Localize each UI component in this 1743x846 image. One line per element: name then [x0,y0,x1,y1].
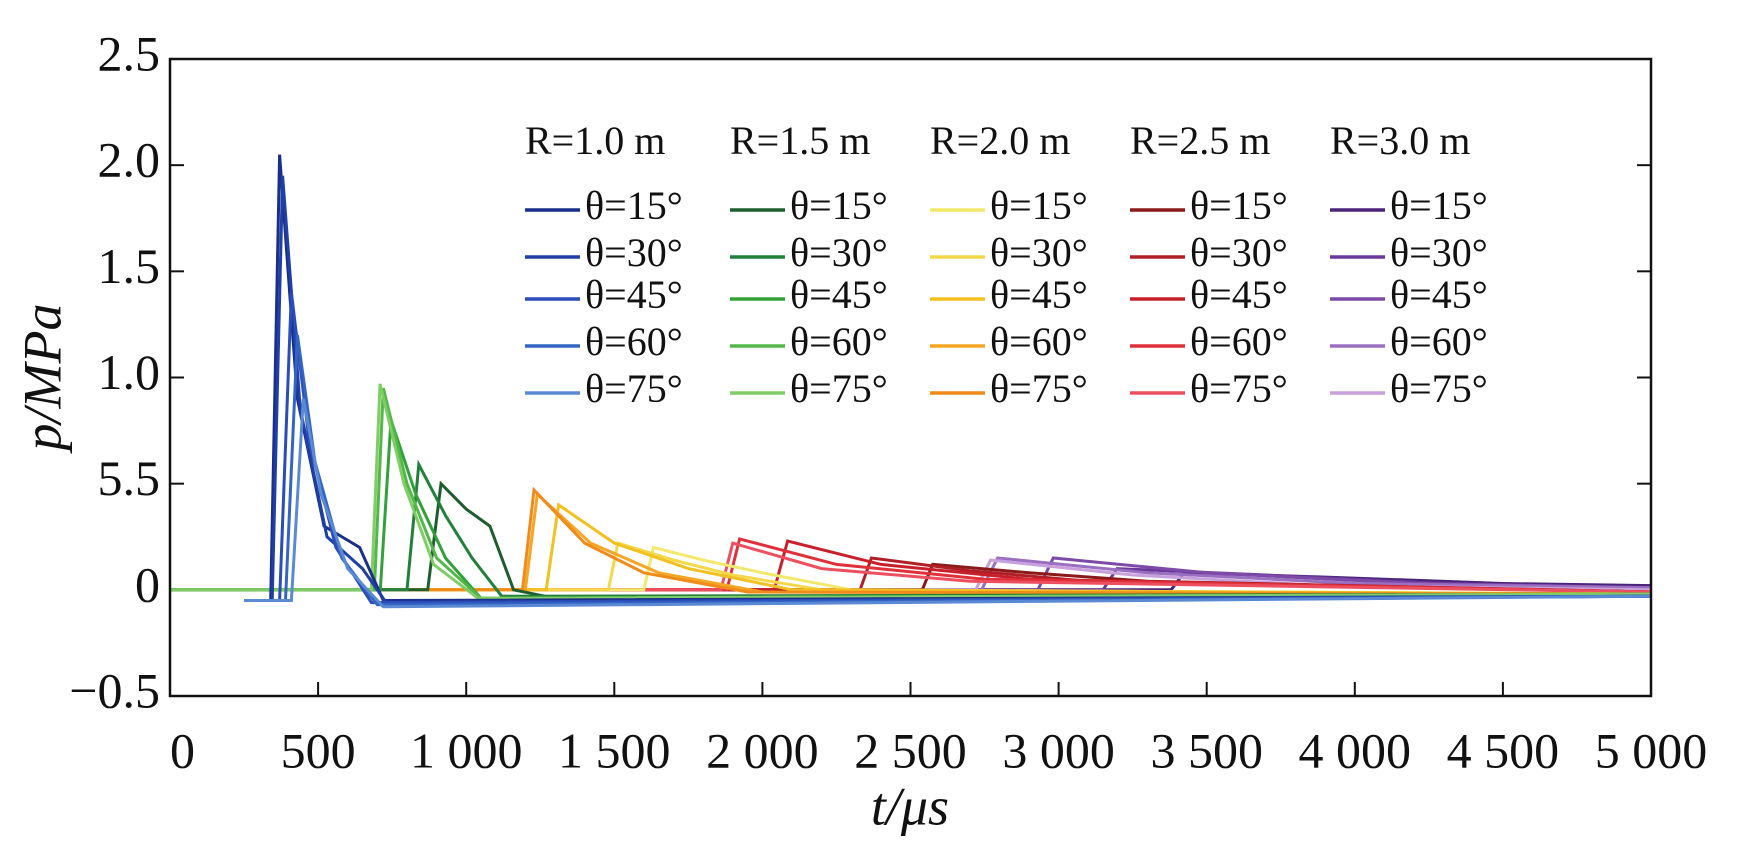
y-tick-label: 1.0 [98,344,161,400]
x-axis-label: t/μs [871,776,949,836]
legend-group-title: R=3.0 m [1330,118,1470,163]
series-line [170,459,1652,598]
series-line [244,175,1652,605]
legend-group-title: R=2.5 m [1130,118,1270,163]
legend-label: θ=30° [1190,230,1288,275]
y-tick-label: −0.5 [69,662,160,718]
series-line [170,486,1652,596]
legend-label: θ=60° [585,319,683,364]
legend-label: θ=75° [1390,366,1488,411]
legend-label: θ=30° [790,230,888,275]
legend-label: θ=75° [1190,366,1288,411]
x-tick-label: 2 000 [706,722,819,778]
legend-label: θ=45° [1390,272,1488,317]
legend-group-title: R=1.5 m [730,118,870,163]
legend-label: θ=45° [585,272,683,317]
x-tick-label: 500 [281,722,356,778]
series-line [170,383,1652,600]
legend-group-title: R=1.0 m [525,118,665,163]
legend-label: θ=15° [790,183,888,228]
series-line [170,502,1652,596]
x-tick-label: 0 [170,722,195,778]
legend-label: θ=15° [990,183,1088,228]
legend-label: θ=15° [1190,183,1288,228]
legend-label: θ=60° [1390,319,1488,364]
y-tick-label: 0 [135,556,160,612]
x-tick-label: 1 500 [558,722,671,778]
y-tick-label: 1.5 [98,238,161,294]
x-tick-label: 5 000 [1595,722,1708,778]
legend-label: θ=75° [790,366,888,411]
x-tick-label: 4 500 [1447,722,1560,778]
series-line [244,398,1652,609]
legend-label: θ=75° [585,366,683,411]
legend-label: θ=75° [990,366,1088,411]
legend-label: θ=30° [990,230,1088,275]
y-tick-label: 2.0 [98,132,161,188]
y-tick-label: 2.5 [98,25,161,81]
legend-label: θ=45° [1190,272,1288,317]
legend-label: θ=60° [990,319,1088,364]
x-tick-label: 3 000 [1002,722,1115,778]
x-tick-label: 4 000 [1299,722,1412,778]
legend-label: θ=60° [790,319,888,364]
legend-group-title: R=2.0 m [930,118,1070,163]
legend-label: θ=45° [790,272,888,317]
legend-label: θ=30° [585,230,683,275]
y-tick-label: 5.5 [98,450,161,506]
x-tick-label: 1 000 [410,722,523,778]
legend-label: θ=15° [585,183,683,228]
series-line [170,491,1652,596]
x-tick-label: 2 500 [854,722,967,778]
legend-label: θ=30° [1390,230,1488,275]
legend-label: θ=60° [1190,319,1288,364]
plot-frame [168,57,1653,698]
legend-label: θ=45° [990,272,1088,317]
x-tick-label: 3 500 [1150,722,1263,778]
legend-label: θ=15° [1390,183,1488,228]
y-axis-label: p/MPa [12,304,72,455]
